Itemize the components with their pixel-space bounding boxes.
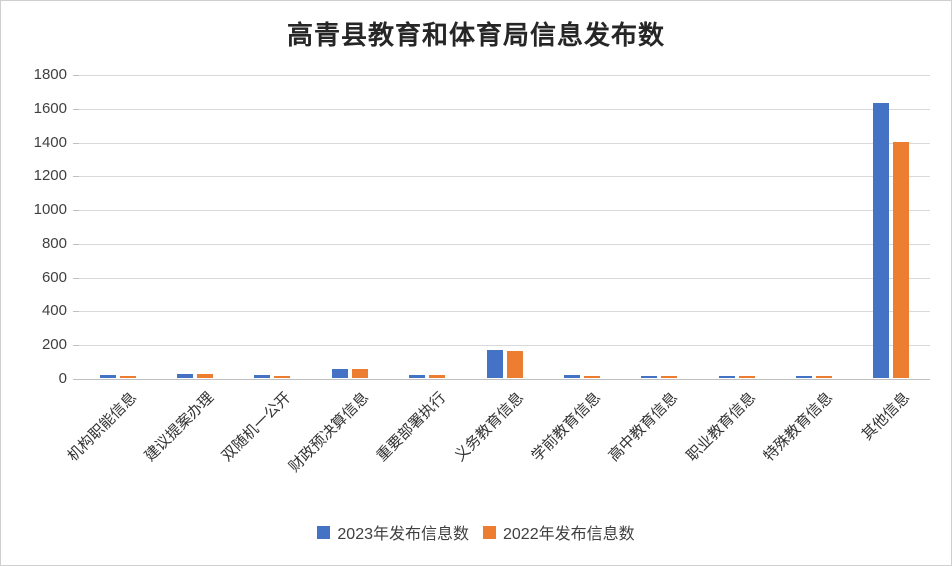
gridline-1600 — [79, 108, 930, 110]
legend-swatch-series0 — [317, 525, 331, 539]
bar-series0-cat9 — [796, 376, 812, 378]
bar-series1-cat2 — [274, 376, 290, 378]
gridline-400 — [79, 311, 930, 313]
y-tick-label-1000: 1000 — [33, 201, 67, 219]
gridline-600 — [79, 277, 930, 279]
gridline-1800 — [79, 75, 930, 76]
bar-series0-cat3 — [332, 369, 348, 378]
y-tick-label-800: 800 — [41, 234, 67, 252]
y-tickmark-1600 — [73, 108, 79, 110]
legend: 2023年发布信息数 2022年发布信息数 — [1, 520, 951, 544]
plot-area — [73, 75, 930, 380]
y-tick-label-400: 400 — [41, 302, 67, 320]
bar-series1-cat8 — [739, 376, 755, 378]
bar-series0-cat1 — [177, 374, 193, 378]
bar-series1-cat6 — [584, 376, 600, 378]
bar-series1-cat1 — [197, 374, 213, 378]
bar-series1-cat5 — [507, 351, 523, 378]
y-tickmark-1800 — [73, 75, 79, 76]
bar-series1-cat10 — [893, 142, 909, 378]
bar-series0-cat10 — [873, 103, 889, 378]
y-tickmark-200 — [73, 345, 79, 347]
y-tickmark-1000 — [73, 210, 79, 212]
y-tickmark-600 — [73, 277, 79, 279]
gridline-1000 — [79, 210, 930, 212]
chart-title: 高青县教育和体育局信息发布数 — [286, 21, 665, 50]
legend-item-series0: 2023年发布信息数 — [317, 520, 469, 544]
gridline-200 — [79, 345, 930, 347]
bar-series1-cat0 — [120, 376, 136, 378]
y-tickmark-0 — [73, 379, 79, 380]
y-tick-label-1800: 1800 — [33, 66, 67, 83]
y-tick-label-1600: 1600 — [33, 99, 67, 117]
y-tick-label-200: 200 — [41, 336, 67, 354]
gridline-1200 — [79, 176, 930, 178]
legend-label-series1: 2022年发布信息数 — [503, 526, 635, 543]
x-axis-line — [79, 379, 930, 380]
y-tickmark-800 — [73, 243, 79, 245]
bar-series0-cat8 — [719, 376, 735, 378]
bar-series0-cat5 — [487, 350, 503, 378]
y-tick-label-600: 600 — [41, 268, 67, 286]
y-tickmark-1400 — [73, 142, 79, 144]
gridline-800 — [79, 243, 930, 245]
y-tick-label-1200: 1200 — [33, 167, 67, 185]
gridline-1400 — [79, 142, 930, 144]
bar-series1-cat3 — [352, 369, 368, 378]
legend-swatch-series1 — [483, 525, 496, 539]
bar-series1-cat9 — [816, 376, 832, 378]
y-tick-label-0: 0 — [58, 370, 67, 387]
y-tick-label-1400: 1400 — [33, 133, 67, 151]
legend-label-series0: 2023年发布信息数 — [337, 526, 469, 543]
bar-series0-cat7 — [641, 376, 657, 378]
bar-series0-cat2 — [254, 375, 270, 378]
y-tickmark-1200 — [73, 176, 79, 178]
bar-series1-cat7 — [661, 376, 677, 378]
bar-series0-cat0 — [100, 375, 116, 378]
legend-item-series1: 2022年发布信息数 — [483, 520, 635, 544]
y-tickmark-400 — [73, 311, 79, 313]
bar-series1-cat4 — [429, 375, 445, 378]
bar-series0-cat6 — [564, 375, 580, 378]
bar-series0-cat4 — [409, 375, 425, 378]
